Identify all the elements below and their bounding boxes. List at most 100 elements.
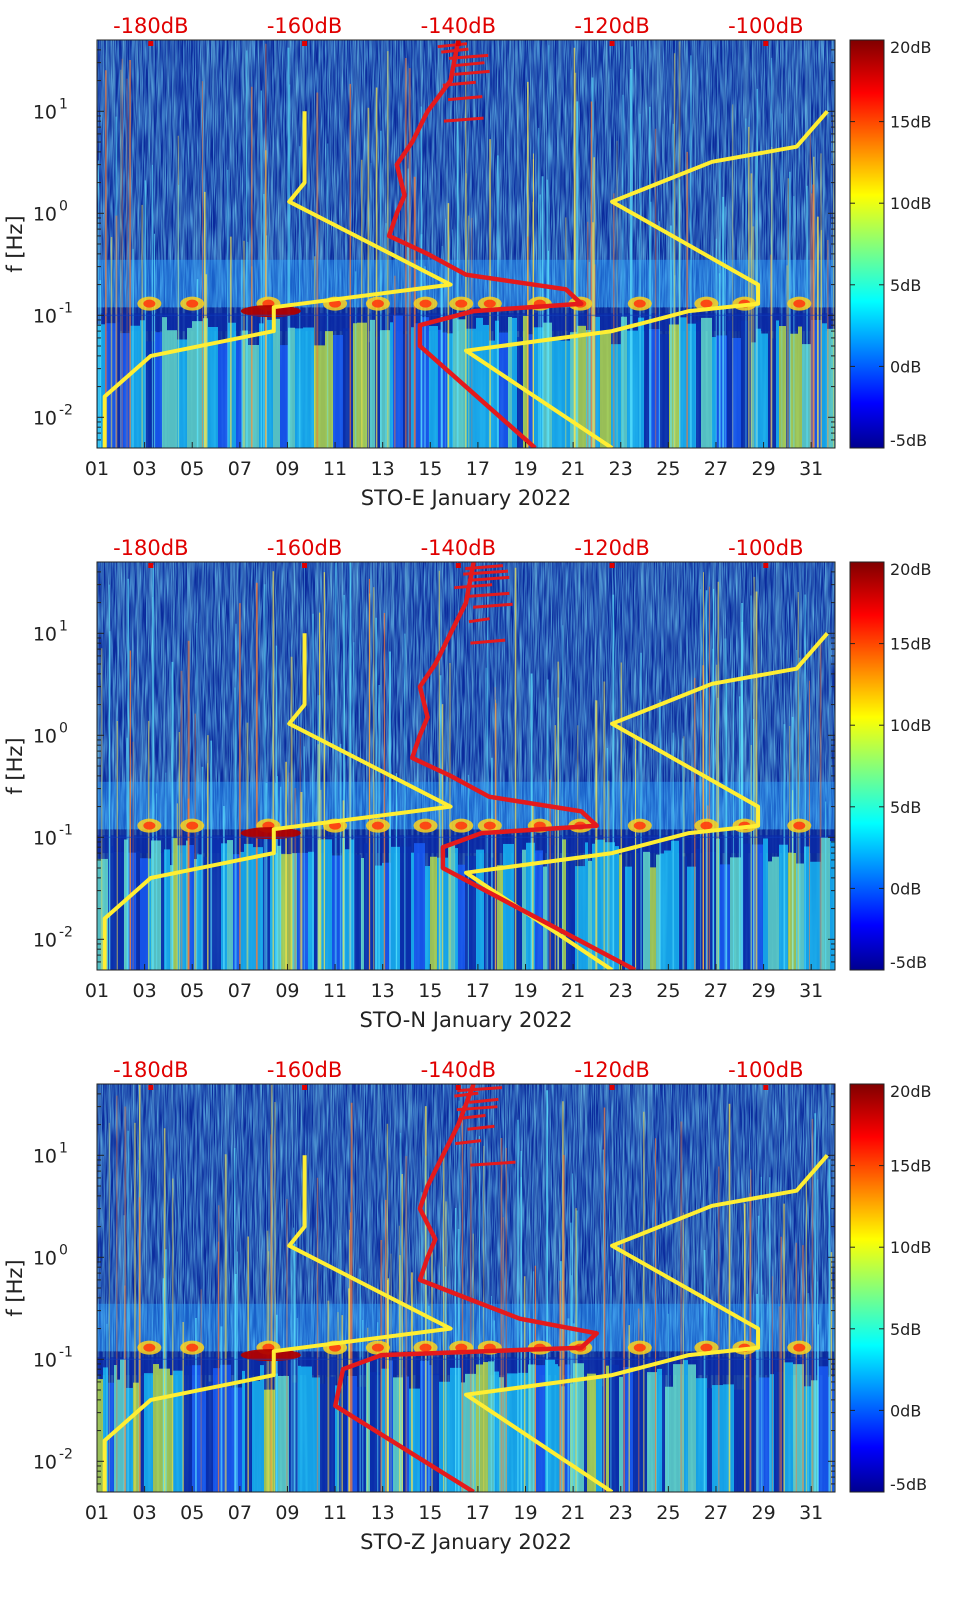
lowfreq-block: [453, 315, 457, 448]
lowfreq-block: [218, 341, 228, 448]
lowfreq-block: [227, 840, 233, 970]
lowfreq-block: [503, 843, 514, 970]
lowfreq-block: [687, 323, 696, 448]
x-tick-label: 05: [180, 1502, 204, 1524]
colorbar-label: 15dB: [890, 113, 932, 132]
x-tick-label: 23: [609, 458, 633, 480]
lowfreq-block: [429, 326, 438, 448]
lowfreq-block: [208, 326, 218, 448]
lowfreq-block: [756, 328, 761, 448]
lowfreq-block: [354, 854, 361, 970]
lowfreq-block: [489, 340, 495, 448]
lowfreq-block: [297, 852, 308, 970]
colorbar-label: 20dB: [890, 560, 932, 579]
x-tick-label: 03: [133, 458, 157, 480]
db-tick: [455, 1085, 461, 1090]
db-tick: [609, 1085, 615, 1090]
y-tick-exponent: -1: [59, 1344, 73, 1360]
lowfreq-block: [701, 317, 712, 448]
lowfreq-block: [308, 851, 314, 970]
db-tick-label: -140dB: [421, 14, 496, 38]
lowfreq-block: [476, 849, 484, 970]
lowfreq-block: [177, 845, 186, 970]
lowfreq-block: [483, 324, 489, 448]
lowfreq-block: [403, 334, 411, 448]
lowfreq-block: [406, 1376, 409, 1492]
lowfreq-block: [770, 1374, 774, 1492]
lowfreq-block: [545, 1359, 555, 1492]
lowfreq-block: [114, 851, 124, 970]
lowfreq-block: [458, 864, 465, 970]
microseism-spot-core: [186, 1343, 199, 1352]
y-tick-label: 10: [33, 407, 57, 429]
lowfreq-block: [508, 316, 512, 448]
lowfreq-block: [745, 1377, 754, 1492]
y-tick-label: 10: [33, 623, 57, 645]
lowfreq-block: [206, 1381, 213, 1492]
y-tick-label: 10: [33, 725, 57, 747]
lowfreq-block: [660, 334, 669, 448]
db-tick-label: -100dB: [728, 1058, 803, 1082]
lowfreq-block: [562, 839, 566, 970]
x-tick-label: 27: [704, 458, 728, 480]
lowfreq-block: [357, 1386, 366, 1492]
lowfreq-block: [705, 852, 716, 970]
lowfreq-block: [288, 327, 295, 448]
microseism-spot-core: [793, 299, 806, 308]
colorbar: [849, 1083, 885, 1493]
lowfreq-block: [280, 345, 288, 448]
psd-spike: [447, 95, 483, 102]
colorbar-label: -5dB: [890, 953, 927, 972]
lowfreq-block: [117, 1379, 120, 1492]
lowfreq-block: [669, 324, 679, 448]
db-tick: [763, 1085, 769, 1090]
lowfreq-block: [278, 1375, 289, 1492]
lowfreq-block: [139, 1375, 144, 1492]
lowfreq-block: [375, 336, 380, 448]
x-tick-label: 07: [228, 458, 252, 480]
lowfreq-block: [679, 837, 682, 970]
y-tick-exponent: -1: [59, 822, 73, 838]
lowfreq-block: [796, 863, 804, 970]
lowfreq-block: [827, 328, 835, 448]
lowfreq-block: [126, 1387, 133, 1492]
db-tick: [609, 563, 615, 568]
lowfreq-block: [647, 1372, 657, 1492]
lowfreq-block: [189, 844, 194, 970]
colorbar-label: -5dB: [890, 431, 927, 450]
psd-spike: [470, 638, 506, 645]
x-tick-label: 25: [656, 458, 680, 480]
lowfreq-block: [811, 319, 822, 448]
x-tick-label: 23: [609, 980, 633, 1002]
lowfreq-block: [752, 844, 763, 970]
lowfreq-block: [662, 1369, 665, 1492]
lowfreq-block: [528, 334, 533, 448]
lowfreq-block: [763, 838, 768, 970]
lowfreq-block: [183, 1365, 192, 1492]
low-band: [97, 835, 835, 854]
lowfreq-block: [822, 323, 827, 448]
spectrogram-area: [97, 40, 835, 448]
microseism-spot-core: [371, 299, 384, 308]
lowfreq-block: [687, 866, 696, 970]
noise-model-high-curve: [464, 109, 829, 448]
psd-spike: [456, 1105, 498, 1112]
lowfreq-block: [414, 843, 425, 970]
lowfreq-block: [236, 335, 242, 448]
lowfreq-block: [277, 845, 281, 970]
y-tick-exponent: -2: [59, 924, 73, 940]
lowfreq-block: [561, 340, 570, 448]
lowfreq-block: [526, 842, 535, 970]
colorbar-label: 0dB: [890, 1401, 921, 1420]
lowfreq-block: [696, 1378, 707, 1492]
lowfreq-block: [361, 858, 364, 970]
x-tick-label: 03: [133, 1502, 157, 1524]
x-axis-title: STO-N January 2022: [360, 1008, 573, 1032]
x-tick-label: 29: [751, 1502, 775, 1524]
lowfreq-block: [759, 1377, 770, 1492]
lowfreq-block: [335, 1385, 339, 1492]
lowfreq-block: [289, 1362, 292, 1492]
lowfreq-block: [391, 846, 400, 970]
lowfreq-block: [818, 1366, 828, 1492]
psd-spike: [443, 116, 484, 123]
